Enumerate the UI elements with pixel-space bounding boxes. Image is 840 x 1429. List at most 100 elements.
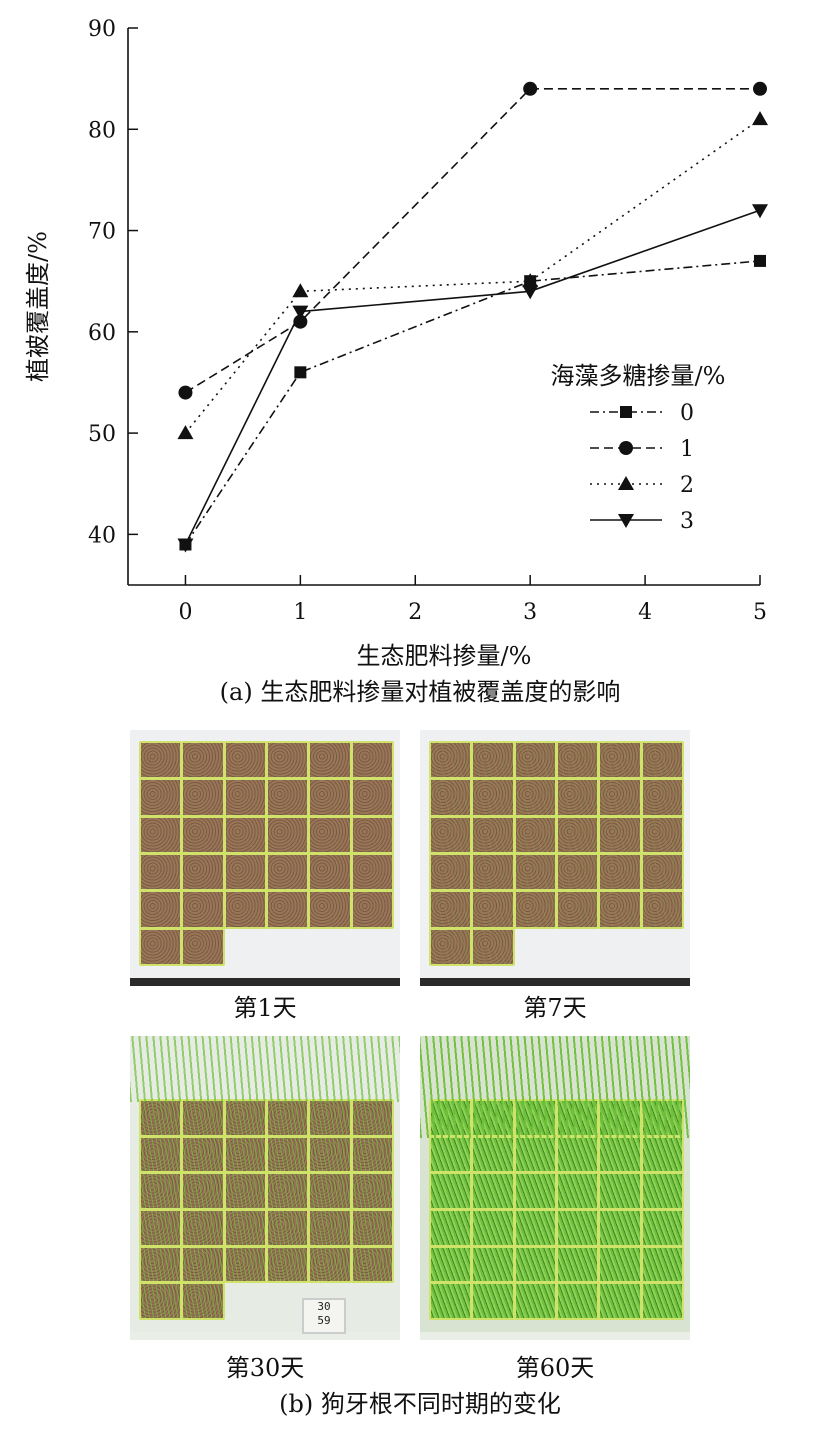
pot-cell [640,815,684,854]
pot-cell [598,890,642,929]
photo-day-1 [130,730,400,986]
pot-cell [556,815,600,854]
caption-a: (a) 生态肥料掺量对植被覆盖度的影响 [219,678,621,706]
meter-reading-2: 59 [317,1314,331,1327]
pot-cell [556,1135,600,1174]
pot-cell [640,853,684,892]
pot-cell [139,1282,183,1320]
pot-cell [181,1282,225,1320]
pot-cell [181,1099,225,1137]
y-tick-label: 90 [88,17,116,42]
pot-cell [350,1172,394,1210]
pot-cell [139,853,183,892]
pot-cell [266,1172,310,1210]
pot-cell [471,741,515,780]
pot-cell [266,890,310,929]
pot-cell [308,1209,352,1247]
pot-cell [640,1245,684,1284]
series-line-3 [184,209,761,545]
pot-cell [223,741,267,780]
data-point [294,366,307,379]
pot-cell [598,741,642,780]
pot-cell [223,1135,267,1174]
y-tick-label: 70 [88,220,116,245]
tray-base [420,978,690,986]
data-point [754,254,766,267]
x-tick-label: 3 [523,600,537,625]
y-tick-label: 80 [88,118,116,143]
pot-cell [139,778,183,817]
y-tick-label: 40 [88,523,116,548]
line-chart: 40 50 60 70 80 90 0 1 2 3 4 5 生态肥料掺量/% 植被覆盖度/% 海藻多糖掺量/… [24,17,768,670]
photo-label-day-60: 第60天 [515,1354,595,1382]
pot-cell [513,1245,557,1284]
pot-cell [471,1282,515,1320]
pot-cell [556,778,600,817]
photo-label-day-1: 第1天 [233,994,297,1022]
pot-cell [556,853,600,892]
meter-reading-1: 30 [317,1300,331,1313]
pot-cell [556,1245,600,1284]
legend-entry-3: 3 [680,509,694,534]
tray-base [420,1332,690,1340]
pot-cell [429,1209,473,1247]
pot-cell [350,1245,394,1284]
series-3 [177,204,768,553]
pot-cell [223,815,267,854]
y-axis-label: 植被覆盖度/% [24,231,52,382]
legend: 海藻多糖掺量/% 0 1 2 3 [551,362,726,534]
pot-cell [513,1135,557,1174]
caption-b: (b) 狗牙根不同时期的变化 [279,1390,561,1418]
legend-title: 海藻多糖掺量/% [551,362,726,390]
pot-cell [266,1099,310,1137]
pot-cell [139,1172,183,1210]
pot-cell [266,1209,310,1247]
pot-cell [223,1099,267,1137]
pot-cell [350,890,394,929]
pot-cell [640,1209,684,1247]
pot-cell [513,853,557,892]
pot-cell [181,1209,225,1247]
pot-cell [350,853,394,892]
pot-cell [181,815,225,854]
pot-cell [471,927,515,966]
legend-entry-0: 0 [680,401,694,426]
photo-day-7 [420,730,690,986]
pot-cell [556,741,600,780]
pot-cell [429,815,473,854]
pot-cell [350,1135,394,1174]
series-0 [179,254,766,551]
pot-cell [139,741,183,780]
data-point [177,425,194,440]
pot-cell [139,1245,183,1284]
pot-cell [598,1245,642,1284]
pot-cell [308,1135,352,1174]
pot-cell [471,815,515,854]
pot-cell [266,741,310,780]
pot-cell [556,1282,600,1320]
pot-cell [139,1209,183,1247]
pot-cell [223,1172,267,1210]
pot-cell [598,1172,642,1210]
pot-cell [640,778,684,817]
pot-cell [350,1209,394,1247]
y-tick-label: 50 [88,422,116,447]
pot-cell [471,890,515,929]
x-tick-label: 0 [178,600,192,625]
pot-cell [350,815,394,854]
pot-cell [471,853,515,892]
pot-cell [429,853,473,892]
thermo-hygrometer: 30 59 [302,1298,346,1334]
data-point [522,285,539,300]
series-2 [177,111,768,440]
series-1 [178,81,767,400]
pot-cell [471,1172,515,1210]
pot-cell [429,890,473,929]
pot-cell [513,1209,557,1247]
pot-cell [513,1172,557,1210]
pot-cell [640,741,684,780]
pot-cell [181,853,225,892]
pot-cell [429,1245,473,1284]
pot-cell [513,890,557,929]
pot-cell [598,778,642,817]
